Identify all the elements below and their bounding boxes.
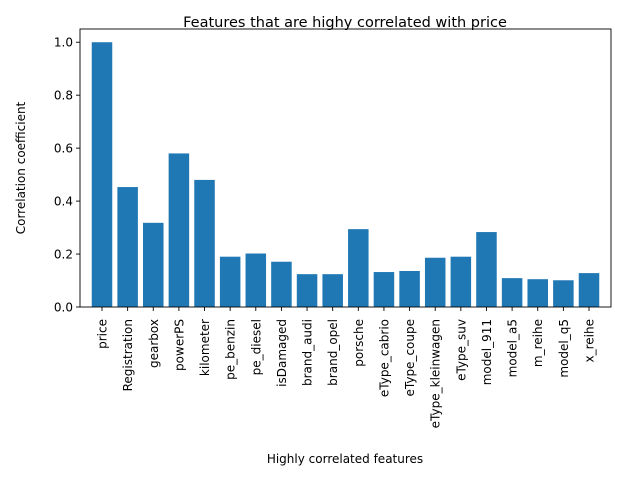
x-axis: price Registration gearbox powerPS kilometer…: [96, 307, 597, 428]
y-tick-label: 0.0: [54, 300, 73, 314]
bar-m_reihe: [527, 279, 548, 307]
bar-pe_benzin: [219, 256, 241, 307]
x-tick-label: x_reihe: [583, 319, 597, 362]
bar-eType_coupe: [399, 270, 420, 307]
x-tick-label: m_reihe: [531, 319, 545, 367]
y-tick-label: 0.8: [54, 88, 73, 102]
bar-model_q5: [553, 280, 574, 307]
x-tick-label: brand_opel: [326, 319, 340, 386]
bar-model_911: [476, 232, 497, 307]
bar-eType_suv: [450, 256, 472, 307]
y-tick-label: 1.0: [54, 36, 73, 50]
bar-kilometer: [194, 179, 215, 307]
plot-frame: [79, 28, 612, 308]
x-tick-label: isDamaged: [275, 319, 289, 387]
chart-title: Features that are highy correlated with …: [183, 15, 507, 31]
x-tick-label: eType_suv: [454, 319, 468, 381]
bar-porsche: [348, 229, 369, 307]
bar-model_a5: [501, 278, 523, 307]
x-tick-label: pe_diesel: [249, 319, 263, 375]
x-tick-label: model_q5: [557, 319, 571, 378]
bar-brand_opel: [322, 274, 343, 307]
x-tick-label: pe_benzin: [224, 319, 238, 380]
x-tick-label: kilometer: [198, 319, 212, 376]
x-tick-label: eType_cabrio: [377, 319, 391, 397]
bar-price: [91, 42, 113, 308]
x-tick-label: gearbox: [147, 319, 161, 368]
x-tick-label: price: [96, 319, 110, 349]
bar-x_reihe: [578, 273, 600, 307]
x-tick-label: brand_audi: [301, 319, 315, 386]
bars-group: [91, 42, 600, 308]
bar-pe_diesel: [245, 253, 267, 307]
x-tick-label: porsche: [352, 319, 366, 367]
y-tick-label: 0.6: [54, 141, 73, 155]
bar-eType_kleinwagen: [424, 257, 446, 307]
x-tick-label: powerPS: [172, 319, 186, 371]
x-tick-label: eType_kleinwagen: [429, 319, 443, 428]
y-tick-label: 0.4: [54, 194, 73, 208]
x-axis-label: Highly correlated features: [267, 452, 423, 466]
y-axis-label: Correlation coefficient: [14, 101, 28, 234]
bar-Registration: [117, 187, 138, 307]
bar-eType_cabrio: [373, 272, 395, 307]
bar-brand_audi: [296, 274, 318, 307]
x-tick-label: Registration: [121, 319, 135, 391]
x-tick-label: model_911: [480, 319, 494, 385]
bar-isDamaged: [271, 261, 292, 307]
y-tick-label: 0.2: [54, 247, 73, 261]
x-tick-label: eType_coupe: [403, 319, 417, 397]
bar-gearbox: [143, 222, 164, 307]
y-axis: 0.0 0.2 0.4 0.6 0.8 1.0: [54, 36, 80, 314]
x-tick-label: model_a5: [506, 319, 520, 377]
bar-powerPS: [168, 153, 190, 307]
